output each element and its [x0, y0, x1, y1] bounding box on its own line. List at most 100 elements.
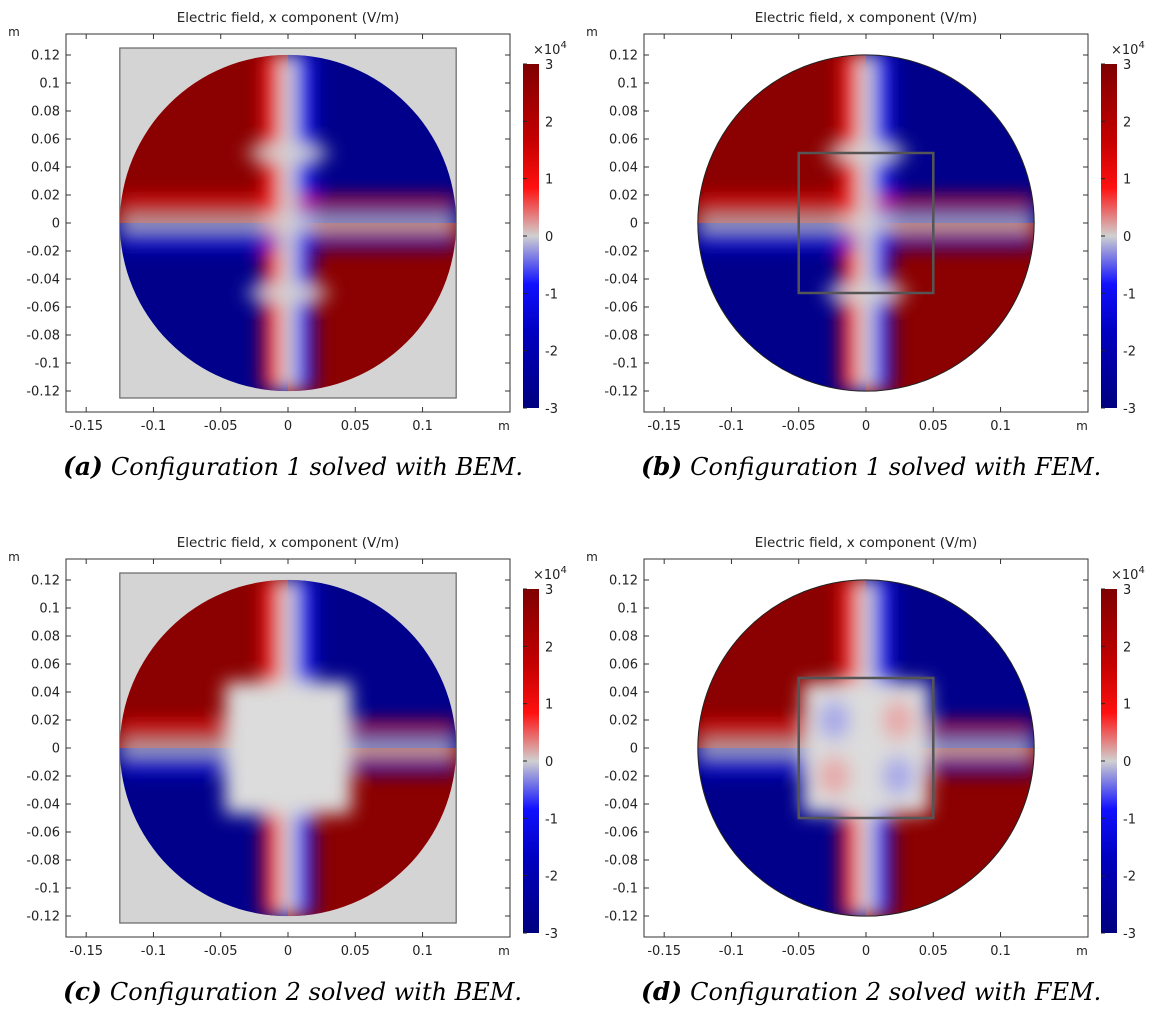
x-axis-unit: m — [1076, 944, 1088, 958]
y-tick-label: 0.06 — [31, 658, 60, 673]
y-tick-label: 0.06 — [31, 133, 60, 148]
x-tick-label: -0.15 — [69, 944, 103, 959]
x-tick-label: -0.05 — [782, 419, 816, 434]
y-tick-label: 0.12 — [31, 574, 60, 589]
notch-bottom — [246, 284, 330, 302]
colorbar-tick-label: -2 — [545, 345, 558, 360]
colorbar-tick-label: -1 — [1123, 287, 1136, 302]
panel-title: Electric field, x component (V/m) — [177, 10, 399, 26]
x-tick-label: 0.1 — [990, 419, 1011, 434]
colorbar-tick-label: -3 — [1123, 402, 1136, 417]
colorbar-tick-label: 2 — [545, 640, 553, 655]
interior-red-bl — [818, 756, 850, 796]
panel-b: Electric field, x component (V/m)0.120.1… — [586, 10, 1145, 481]
y-tick-label: 0.04 — [31, 686, 60, 701]
x-tick-label: 0 — [284, 419, 292, 434]
y-tick-label: -0.02 — [604, 245, 638, 260]
caption-text: Configuration 1 solved with FEM. — [690, 453, 1101, 481]
caption-text: Configuration 2 solved with BEM. — [110, 978, 522, 1006]
y-tick-label: -0.12 — [604, 910, 638, 925]
colorbar-tick-label: 2 — [1123, 115, 1131, 130]
shielded-interior — [224, 682, 352, 814]
field-map — [697, 579, 1035, 917]
y-tick-label: 0.12 — [609, 574, 638, 589]
y-axis-unit: m — [586, 25, 598, 39]
y-tick-label: 0 — [630, 217, 638, 232]
y-tick-label: 0.1 — [39, 77, 60, 92]
colorbar-tick-label: -1 — [545, 287, 558, 302]
panel-title: Electric field, x component (V/m) — [755, 10, 977, 26]
y-tick-label: 0 — [52, 217, 60, 232]
y-tick-label: -0.08 — [26, 854, 60, 869]
zero-line-horizontal — [119, 216, 457, 230]
panel-d: Electric field, x component (V/m)0.120.1… — [586, 535, 1145, 1006]
colorbar-tick-label: 0 — [1123, 230, 1131, 245]
field-map — [697, 54, 1035, 392]
colorbar-tick-label: -2 — [545, 870, 558, 885]
domain-circle — [697, 54, 1035, 392]
caption-label: (b) — [641, 452, 682, 481]
x-tick-label: -0.15 — [647, 944, 681, 959]
y-axis-unit: m — [8, 550, 20, 564]
panel-caption: (c) Configuration 2 solved with BEM. — [63, 977, 522, 1006]
x-tick-label: -0.1 — [141, 944, 166, 959]
y-tick-label: -0.02 — [604, 770, 638, 785]
colorbar-tick-label: 2 — [545, 115, 553, 130]
x-axis-unit: m — [1076, 419, 1088, 433]
y-tick-label: -0.06 — [604, 826, 638, 841]
y-axis-unit: m — [586, 550, 598, 564]
zero-line-horizontal — [697, 216, 1035, 230]
y-tick-label: -0.04 — [26, 798, 60, 813]
y-tick-label: 0 — [52, 742, 60, 757]
colorbar-tick-label: 0 — [545, 755, 553, 770]
colorbar-tick-label: -2 — [1123, 345, 1136, 360]
colorbar-tick-label: -1 — [1123, 812, 1136, 827]
domain-circle — [697, 579, 1035, 917]
y-tick-label: -0.12 — [26, 385, 60, 400]
y-tick-label: 0 — [630, 742, 638, 757]
colorbar-tick-label: 3 — [1123, 583, 1131, 598]
x-tick-label: -0.05 — [782, 944, 816, 959]
caption-text: Configuration 2 solved with FEM. — [690, 978, 1101, 1006]
inner-square-outline — [797, 151, 935, 295]
interior-red-tr — [882, 700, 914, 740]
x-tick-label: -0.05 — [204, 419, 238, 434]
field-transition — [697, 54, 1035, 392]
colorbar-tick-label: 1 — [545, 698, 553, 713]
y-tick-label: 0.08 — [31, 630, 60, 645]
y-tick-label: -0.12 — [26, 910, 60, 925]
y-tick-label: 0.02 — [609, 189, 638, 204]
panel-caption: (a) Configuration 1 solved with BEM. — [63, 452, 523, 481]
colorbar-tick-label: -3 — [545, 927, 558, 942]
y-tick-label: 0.1 — [39, 602, 60, 617]
caption-label: (a) — [63, 452, 103, 481]
y-tick-label: 0.02 — [31, 714, 60, 729]
colorbar-tick-label: 1 — [1123, 698, 1131, 713]
y-tick-label: -0.04 — [604, 273, 638, 288]
x-tick-label: 0.05 — [341, 419, 370, 434]
colorbar-multiplier: ×104 — [533, 40, 567, 58]
x-tick-label: 0.1 — [412, 419, 433, 434]
inner-square-outline — [797, 676, 935, 820]
y-tick-label: 0.06 — [609, 133, 638, 148]
x-tick-label: -0.1 — [719, 944, 744, 959]
caption-text: Configuration 1 solved with BEM. — [111, 453, 523, 481]
y-tick-label: -0.02 — [26, 245, 60, 260]
colorbar-multiplier: ×104 — [1111, 40, 1145, 58]
x-tick-label: 0 — [862, 419, 870, 434]
colorbar-tick-label: -1 — [545, 812, 558, 827]
panel-c: Electric field, x component (V/m)0.120.1… — [8, 535, 567, 1006]
colorbar-gradient — [1101, 589, 1117, 933]
x-tick-label: 0.05 — [919, 419, 948, 434]
colorbar-tick-label: 0 — [545, 230, 553, 245]
colorbar-gradient — [523, 589, 539, 933]
colorbar-gradient — [1101, 64, 1117, 408]
colorbar-tick-label: 2 — [1123, 640, 1131, 655]
y-tick-label: -0.08 — [604, 854, 638, 869]
colorbar-tick-label: 3 — [545, 58, 553, 73]
panel-caption: (b) Configuration 1 solved with FEM. — [641, 452, 1101, 481]
field-transition — [119, 54, 457, 392]
